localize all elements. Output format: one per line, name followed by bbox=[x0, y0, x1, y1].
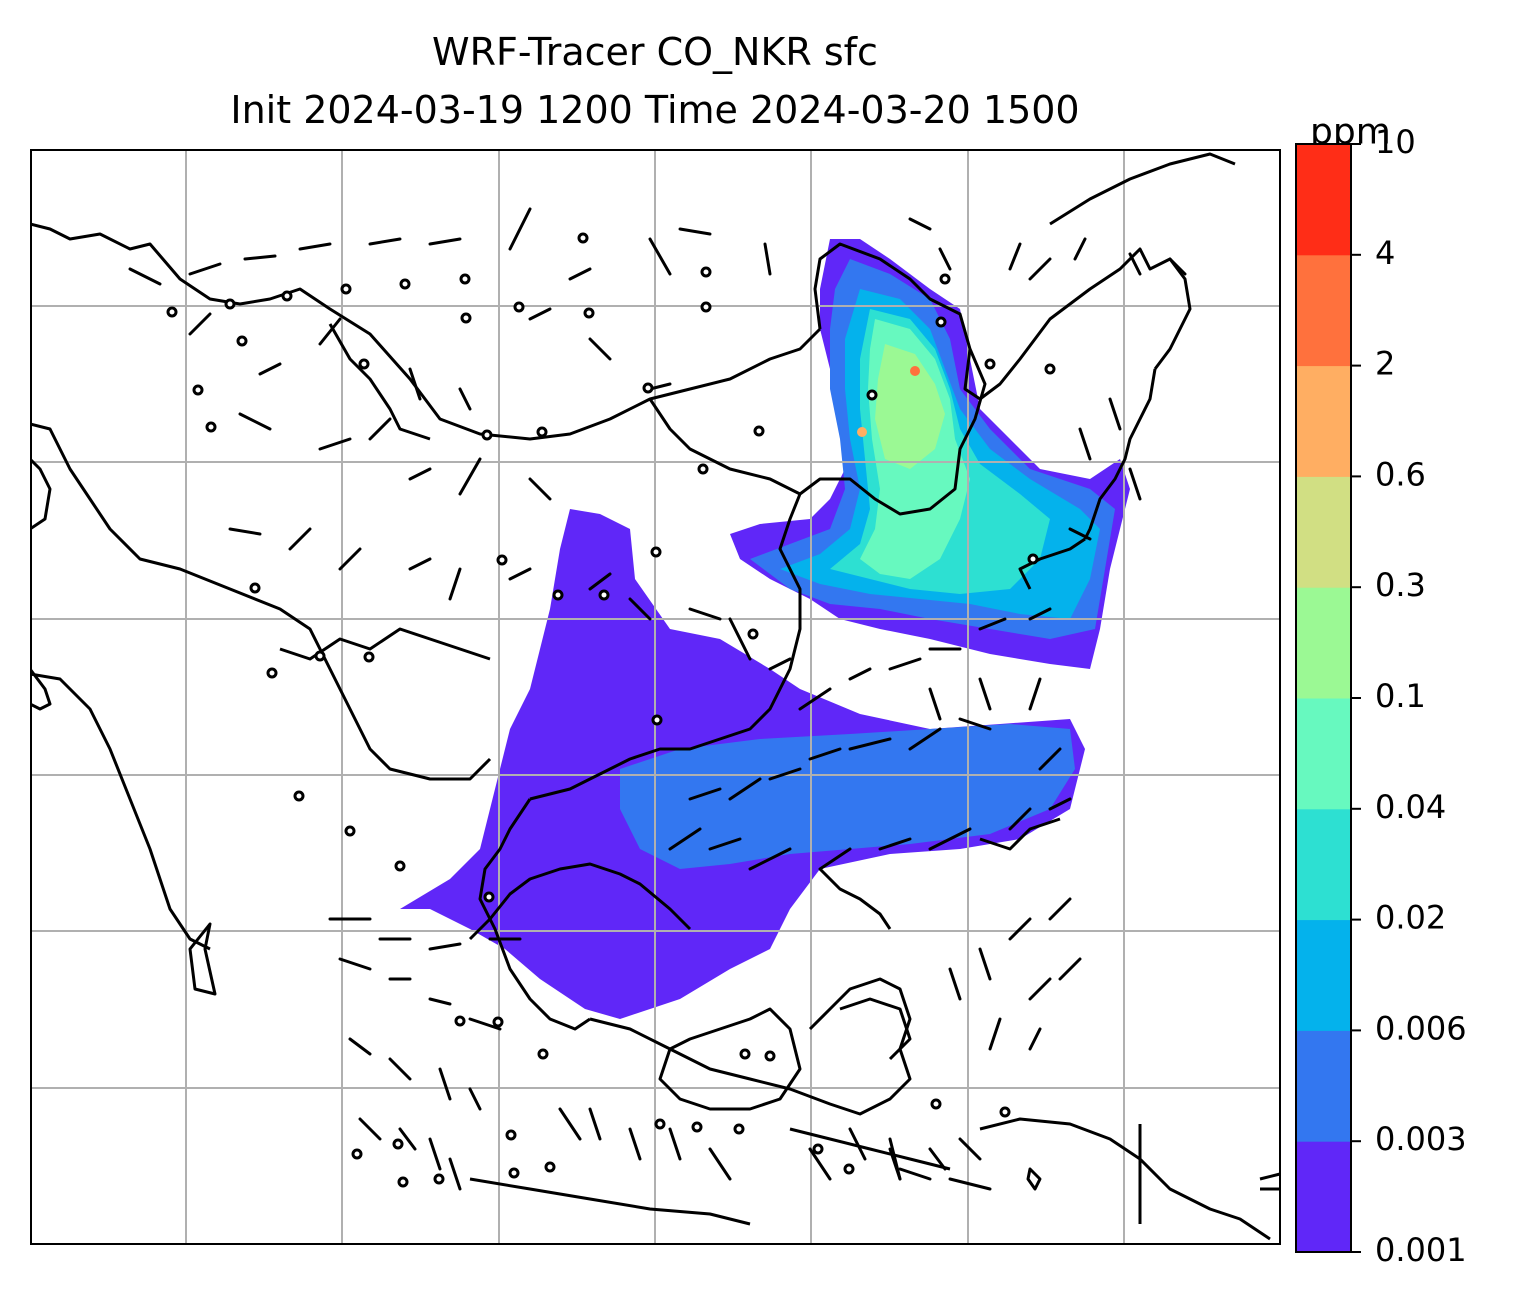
colorbar-tick-label: 0.6 bbox=[1375, 455, 1426, 493]
colorbar-band bbox=[1296, 476, 1351, 588]
colorbar-band bbox=[1296, 254, 1351, 367]
colorbar-tick-label: 2 bbox=[1375, 345, 1395, 383]
colorbar-band bbox=[1296, 1030, 1351, 1142]
colorbar-tick-label: 4 bbox=[1375, 234, 1395, 272]
map-gridlines bbox=[30, 149, 1281, 1245]
tracer-concentration-field bbox=[400, 239, 1130, 1019]
colorbar-tick-label: 10 bbox=[1375, 123, 1416, 161]
colorbar-bands bbox=[1296, 144, 1351, 1253]
colorbar-band bbox=[1296, 144, 1351, 256]
plume-ne-peak-2 bbox=[857, 427, 867, 437]
colorbar-tick-label: 0.003 bbox=[1375, 1120, 1467, 1158]
wind-barbs bbox=[128, 207, 1187, 1191]
colorbar-tick-label: 0.1 bbox=[1375, 677, 1426, 715]
colorbar-band bbox=[1296, 1141, 1351, 1253]
colorbar-tick-label: 0.04 bbox=[1375, 788, 1446, 826]
colorbar-band bbox=[1296, 698, 1351, 810]
plume-ne-level-6 bbox=[875, 344, 945, 469]
map-frame bbox=[30, 149, 1281, 1245]
colorbar-tick-label: 0.02 bbox=[1375, 899, 1446, 937]
colorbar-tick-label: 0.3 bbox=[1375, 566, 1426, 604]
colorbar-band bbox=[1296, 808, 1351, 921]
map-subtitle: Init 2024-03-19 1200 Time 2024-03-20 150… bbox=[230, 88, 1080, 132]
coastlines bbox=[30, 152, 1281, 1241]
colorbar-ticks: 0.001 0.003 0.006 0.02 0.04 0.1 0.3 0.6 2 4 10 bbox=[1351, 123, 1467, 1269]
plume-ne-peak bbox=[910, 366, 920, 376]
colorbar-band bbox=[1296, 919, 1351, 1031]
colorbar-band bbox=[1296, 365, 1351, 477]
calm-wind-markers bbox=[166, 232, 1056, 1188]
colorbar-tick-label: 0.006 bbox=[1375, 1009, 1467, 1047]
colorbar-tick-label: 0.001 bbox=[1375, 1231, 1467, 1269]
map-panel bbox=[30, 149, 1281, 1245]
colorbar-band bbox=[1296, 587, 1351, 699]
map-title: WRF-Tracer CO_NKR sfc bbox=[432, 30, 878, 74]
